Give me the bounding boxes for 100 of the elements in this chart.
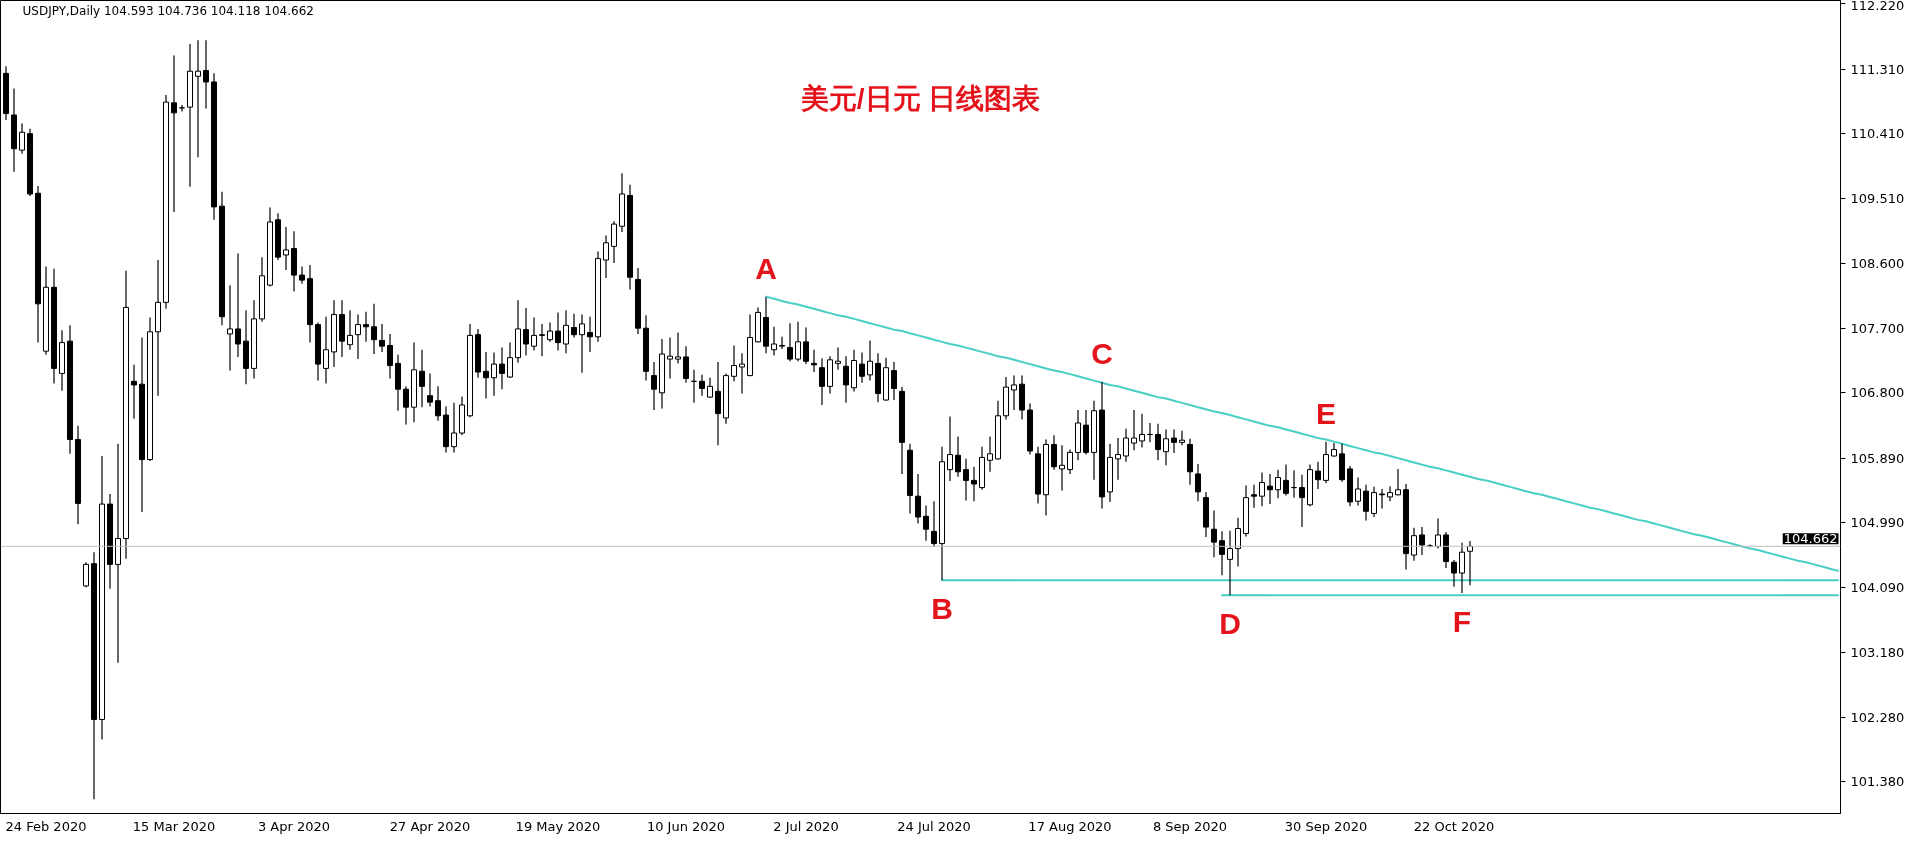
candlestick xyxy=(699,374,705,397)
candlestick xyxy=(339,299,345,358)
candlestick xyxy=(99,455,105,741)
candlestick xyxy=(187,43,193,188)
candlestick xyxy=(1067,448,1073,475)
candlestick xyxy=(427,372,433,408)
candlestick xyxy=(1107,443,1113,503)
candlestick xyxy=(1267,473,1273,505)
candlestick xyxy=(51,268,57,385)
candlestick xyxy=(387,333,393,380)
candlestick xyxy=(603,235,609,279)
candlestick xyxy=(1019,374,1025,420)
candlestick xyxy=(403,385,409,426)
annotation: F xyxy=(1452,605,1472,639)
candlestick xyxy=(1099,381,1105,509)
candlestick xyxy=(1059,444,1065,492)
candlestick xyxy=(235,252,241,358)
candlestick xyxy=(107,493,113,590)
candlestick xyxy=(243,309,249,385)
candlestick xyxy=(891,361,897,401)
candlestick xyxy=(987,436,993,473)
candlestick xyxy=(675,331,681,364)
x-tick-label: 30 Sep 2020 xyxy=(1284,818,1368,834)
candlestick xyxy=(1075,409,1081,461)
candlestick xyxy=(555,311,561,352)
candlestick xyxy=(587,316,593,353)
candlestick xyxy=(499,347,505,390)
candlestick xyxy=(547,321,553,343)
candlestick xyxy=(1235,517,1241,568)
candlestick xyxy=(395,354,401,412)
annotation: A xyxy=(755,252,777,286)
candlestick xyxy=(683,345,689,384)
candlestick xyxy=(1411,527,1417,562)
candlestick xyxy=(739,352,745,395)
candlestick xyxy=(859,352,865,384)
candlestick xyxy=(435,385,441,422)
candlestick xyxy=(1315,461,1321,490)
candlestick xyxy=(3,65,9,121)
candlestick xyxy=(899,386,905,475)
candlestick xyxy=(291,230,297,293)
candlestick xyxy=(11,87,17,173)
candlestick xyxy=(763,296,769,354)
y-tick-label: 108.600 xyxy=(1850,256,1905,272)
candlestick xyxy=(75,425,81,525)
x-tick-label: 8 Sep 2020 xyxy=(1152,818,1228,834)
candlestick xyxy=(1003,376,1009,420)
candlestick xyxy=(475,328,481,379)
candlestick xyxy=(659,338,665,410)
candlestick xyxy=(907,443,913,515)
x-tick-label: 24 Feb 2020 xyxy=(5,818,87,834)
candlestick xyxy=(1091,400,1097,481)
candlestick xyxy=(795,321,801,362)
candlestick xyxy=(787,322,793,362)
y-tick-label: 110.410 xyxy=(1850,126,1905,142)
candlestick xyxy=(771,326,777,357)
candlestick xyxy=(323,316,329,385)
candlestick xyxy=(1163,428,1169,466)
candlestick xyxy=(131,364,137,420)
annotation: C xyxy=(1091,337,1113,371)
candlestick xyxy=(779,336,785,350)
candlestick xyxy=(611,220,617,264)
candlestick xyxy=(211,72,217,221)
text: 美元/日元 日线图表 xyxy=(799,83,1041,114)
candlestick xyxy=(955,436,961,478)
candlestick xyxy=(1283,464,1289,497)
candlestick xyxy=(59,329,65,392)
annotation: B xyxy=(931,592,953,626)
candlestick xyxy=(1387,485,1393,502)
y-tick-label: 104.990 xyxy=(1850,515,1905,531)
candlestick xyxy=(1035,446,1041,504)
candlestick xyxy=(91,551,97,800)
candlestick xyxy=(43,265,49,356)
candlestick xyxy=(619,172,625,233)
candlestick xyxy=(1363,484,1369,522)
y-tick-label: 101.380 xyxy=(1850,774,1905,790)
candlestick xyxy=(1203,491,1209,538)
candlestick xyxy=(875,352,881,403)
candlestick xyxy=(1435,517,1441,550)
candlestick xyxy=(19,123,25,155)
candlestick xyxy=(595,250,601,343)
candlestick xyxy=(819,357,825,406)
y-tick-label: 104.090 xyxy=(1850,579,1905,595)
candlestick xyxy=(1195,463,1201,502)
candlestick xyxy=(1219,530,1225,576)
candlestick xyxy=(307,264,313,344)
candlestick xyxy=(491,352,497,397)
candlestick xyxy=(867,339,873,382)
candlestick xyxy=(1155,423,1161,461)
candlestick xyxy=(1459,542,1465,594)
candlestick xyxy=(195,39,201,158)
candlestick xyxy=(1419,526,1425,556)
candlestick xyxy=(1259,471,1265,507)
candlestick xyxy=(531,316,537,352)
candlestick xyxy=(1187,438,1193,486)
candlestick xyxy=(123,270,129,560)
candlestick xyxy=(923,504,929,542)
candlestick xyxy=(507,341,513,379)
candlestick xyxy=(171,54,177,213)
candlestick xyxy=(347,309,353,351)
candlestick xyxy=(627,184,633,291)
